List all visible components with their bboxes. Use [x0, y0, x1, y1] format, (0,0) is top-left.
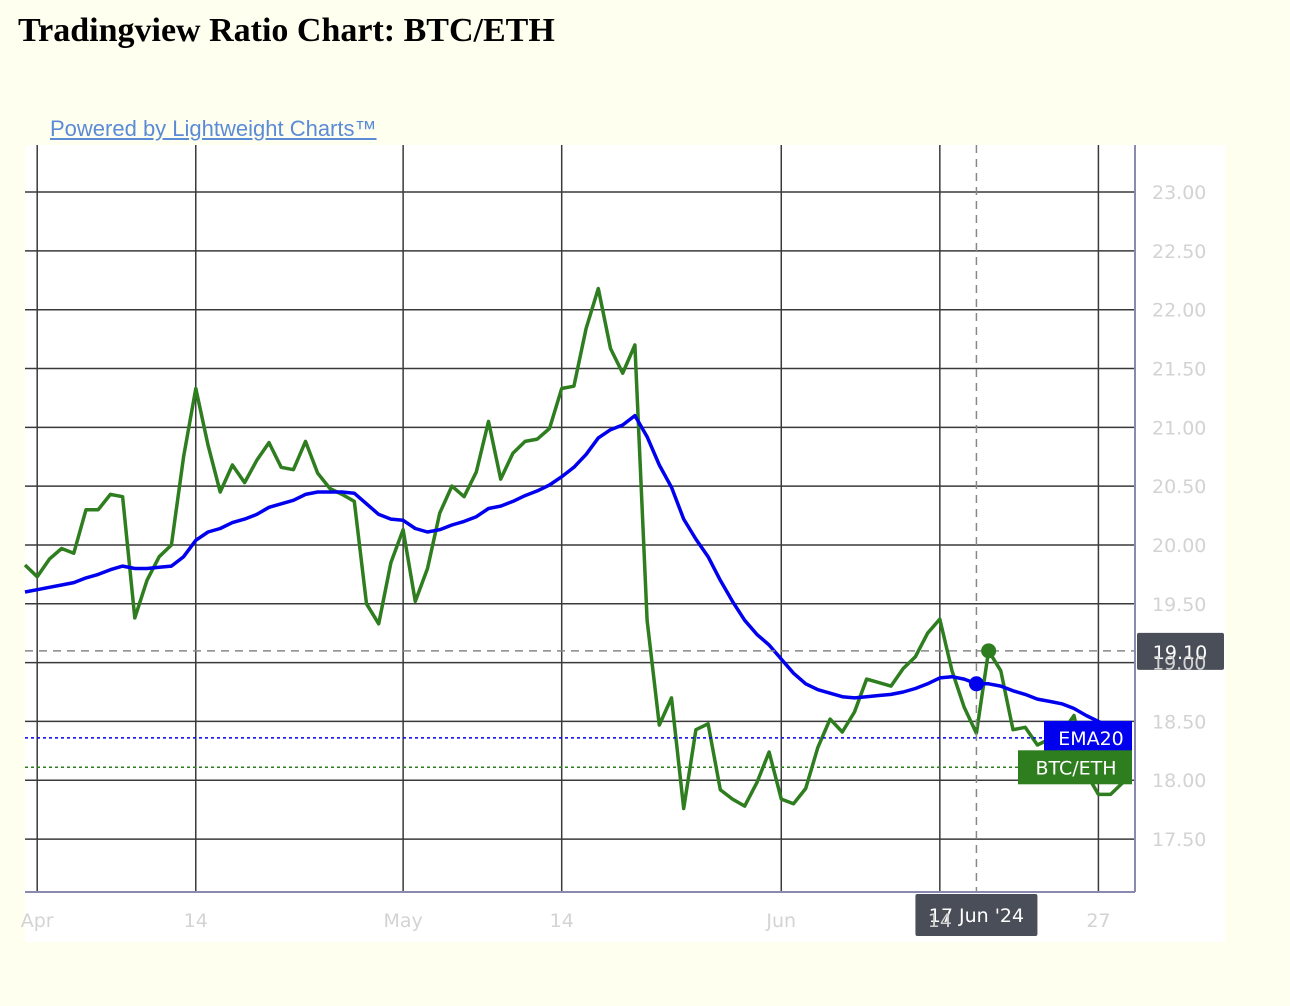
x-tick-label: 27 [1086, 910, 1110, 932]
x-tick-label: 14 [928, 910, 952, 932]
y-tick-label: 22.00 [1152, 300, 1206, 322]
plot-area [25, 145, 1225, 942]
y-tick-label: 22.50 [1152, 241, 1206, 263]
y-tick-label: 18.50 [1152, 711, 1206, 733]
x-tick-label: Jun [765, 910, 796, 932]
crosshair-marker [968, 676, 984, 692]
y-tick-label: 21.00 [1152, 417, 1206, 439]
crosshair-marker [981, 643, 997, 659]
y-tick-label: 19.00 [1152, 653, 1206, 675]
crosshair-y-label-text: 19.10 [1153, 642, 1207, 664]
btc-eth-value-label [1018, 750, 1132, 785]
axes: 17.50 18.00 18.50 19.00 19.50 20.00 20.50 21.00… [21, 145, 1206, 932]
btc-eth-label-text: BTC/ETH [1035, 757, 1116, 779]
y-tick-label: 17.50 [1152, 829, 1206, 851]
series-line-ema20 [24, 413, 1124, 735]
y-tick-label: 19.50 [1152, 594, 1206, 616]
x-tick-label: 14 [550, 910, 574, 932]
crosshair-y-label [1137, 632, 1224, 670]
y-tick-label: 21.50 [1152, 359, 1206, 381]
y-tick-label: 20.00 [1152, 535, 1206, 557]
overlay-layer: EMA20 BTC/ETH 19.10 17 Jun '24 [25, 145, 1224, 936]
ema20-label-text: EMA20 [1058, 728, 1124, 750]
y-tick-label: 23.00 [1152, 182, 1206, 204]
attribution-link[interactable]: Powered by Lightweight Charts™ [50, 116, 377, 141]
x-tick-label: Apr [21, 910, 54, 932]
x-tick-label: 14 [184, 910, 208, 932]
page-title: Tradingview Ratio Chart: BTC/ETH [18, 12, 555, 49]
crosshair-x-label [915, 894, 1038, 936]
crosshair-x-label-text: 17 Jun '24 [929, 905, 1024, 927]
series-layer [23, 286, 1125, 811]
y-tick-label: 20.50 [1152, 476, 1206, 498]
series-line-btc-eth [23, 286, 1125, 811]
x-tick-label: May [383, 910, 422, 932]
ema20-value-label [1044, 720, 1132, 755]
y-tick-label: 18.00 [1152, 770, 1206, 792]
